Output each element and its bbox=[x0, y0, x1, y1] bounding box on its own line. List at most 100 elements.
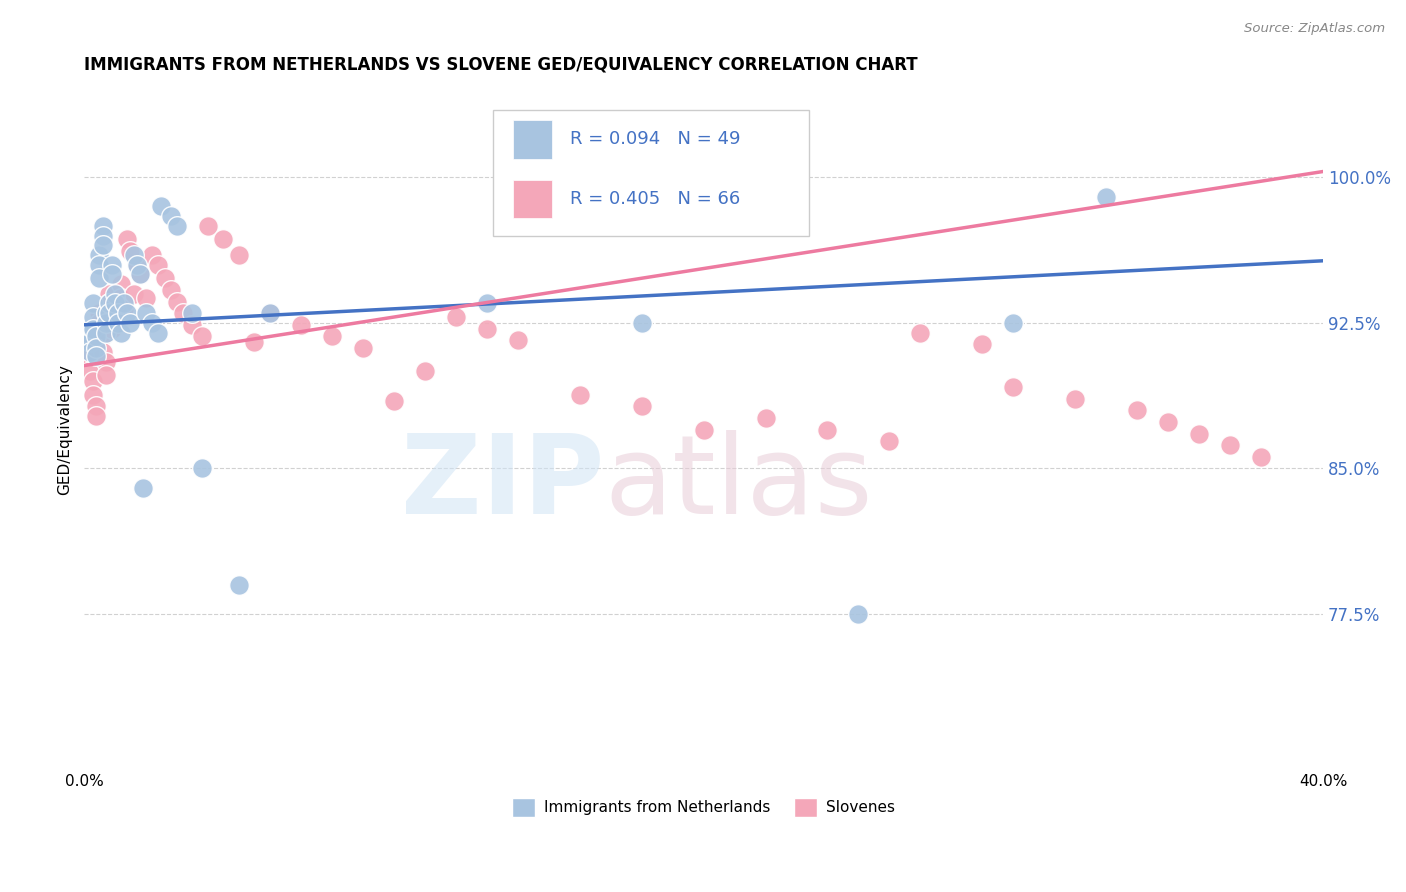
Point bbox=[82, 374, 104, 388]
Point bbox=[107, 316, 129, 330]
Point bbox=[110, 291, 132, 305]
Point bbox=[148, 326, 170, 340]
Text: Source: ZipAtlas.com: Source: ZipAtlas.com bbox=[1244, 22, 1385, 36]
Point bbox=[910, 326, 932, 340]
Point bbox=[107, 310, 129, 324]
Point bbox=[104, 286, 127, 301]
Point bbox=[475, 322, 498, 336]
Point bbox=[107, 306, 129, 320]
Point bbox=[104, 302, 127, 317]
Point bbox=[94, 306, 117, 320]
Point bbox=[243, 335, 266, 350]
Point bbox=[91, 329, 114, 343]
Point bbox=[89, 258, 111, 272]
Point bbox=[120, 316, 142, 330]
Point bbox=[1219, 438, 1241, 452]
Point bbox=[91, 219, 114, 233]
Point bbox=[259, 306, 281, 320]
Point bbox=[122, 248, 145, 262]
Point bbox=[148, 258, 170, 272]
Point bbox=[110, 277, 132, 291]
Point bbox=[972, 337, 994, 351]
Point bbox=[630, 316, 652, 330]
Point bbox=[1002, 316, 1025, 330]
Point bbox=[86, 341, 108, 355]
Point bbox=[79, 364, 101, 378]
Point bbox=[212, 232, 235, 246]
Point bbox=[125, 258, 148, 272]
Point bbox=[475, 296, 498, 310]
Legend: Immigrants from Netherlands, Slovenes: Immigrants from Netherlands, Slovenes bbox=[506, 792, 901, 822]
Point bbox=[117, 306, 139, 320]
Point bbox=[135, 306, 157, 320]
Point bbox=[94, 316, 117, 330]
Point bbox=[86, 349, 108, 363]
Point bbox=[101, 322, 124, 336]
Point bbox=[97, 296, 120, 310]
Point bbox=[89, 271, 111, 285]
Point bbox=[150, 199, 173, 213]
Point bbox=[290, 318, 312, 332]
Point bbox=[94, 368, 117, 383]
Point bbox=[101, 310, 124, 324]
Point bbox=[97, 306, 120, 320]
Text: ZIP: ZIP bbox=[401, 431, 605, 538]
FancyBboxPatch shape bbox=[494, 111, 808, 236]
Point bbox=[101, 258, 124, 272]
Point bbox=[97, 296, 120, 310]
Point bbox=[112, 302, 135, 317]
Point bbox=[94, 326, 117, 340]
Point bbox=[228, 578, 250, 592]
Point bbox=[159, 209, 181, 223]
Point bbox=[89, 306, 111, 320]
Point bbox=[82, 296, 104, 310]
Point bbox=[122, 286, 145, 301]
Point bbox=[1095, 190, 1118, 204]
Text: IMMIGRANTS FROM NETHERLANDS VS SLOVENE GED/EQUIVALENCY CORRELATION CHART: IMMIGRANTS FROM NETHERLANDS VS SLOVENE G… bbox=[84, 55, 918, 73]
Point bbox=[128, 268, 150, 282]
Point bbox=[107, 296, 129, 310]
Point bbox=[506, 334, 529, 348]
Point bbox=[1157, 415, 1180, 429]
Point bbox=[444, 310, 467, 324]
Point bbox=[382, 393, 405, 408]
Point bbox=[104, 314, 127, 328]
Point bbox=[86, 329, 108, 343]
Point bbox=[166, 294, 188, 309]
Point bbox=[86, 409, 108, 423]
Text: R = 0.405   N = 66: R = 0.405 N = 66 bbox=[569, 190, 740, 208]
Point bbox=[82, 322, 104, 336]
Point bbox=[181, 306, 204, 320]
Point bbox=[94, 354, 117, 368]
Point bbox=[352, 341, 374, 355]
Y-axis label: GED/Equivalency: GED/Equivalency bbox=[58, 364, 72, 495]
Point bbox=[117, 232, 139, 246]
Point bbox=[190, 461, 212, 475]
Point bbox=[692, 423, 714, 437]
Point bbox=[91, 238, 114, 252]
Point bbox=[91, 228, 114, 243]
Point bbox=[86, 400, 108, 414]
Point bbox=[1250, 450, 1272, 464]
Point bbox=[321, 329, 343, 343]
Text: atlas: atlas bbox=[605, 431, 873, 538]
Point bbox=[153, 271, 176, 285]
Point bbox=[879, 434, 901, 449]
Point bbox=[132, 481, 155, 495]
Point bbox=[91, 345, 114, 359]
Point bbox=[76, 326, 98, 340]
Point bbox=[1126, 403, 1149, 417]
Point bbox=[135, 291, 157, 305]
Point bbox=[197, 219, 219, 233]
FancyBboxPatch shape bbox=[513, 179, 553, 219]
Point bbox=[172, 306, 194, 320]
Point bbox=[82, 387, 104, 401]
Point bbox=[89, 248, 111, 262]
Point bbox=[754, 411, 776, 425]
Point bbox=[1064, 392, 1087, 406]
Point bbox=[128, 268, 150, 282]
Point bbox=[568, 387, 591, 401]
Point bbox=[79, 345, 101, 359]
Point bbox=[190, 329, 212, 343]
Point bbox=[1188, 426, 1211, 441]
